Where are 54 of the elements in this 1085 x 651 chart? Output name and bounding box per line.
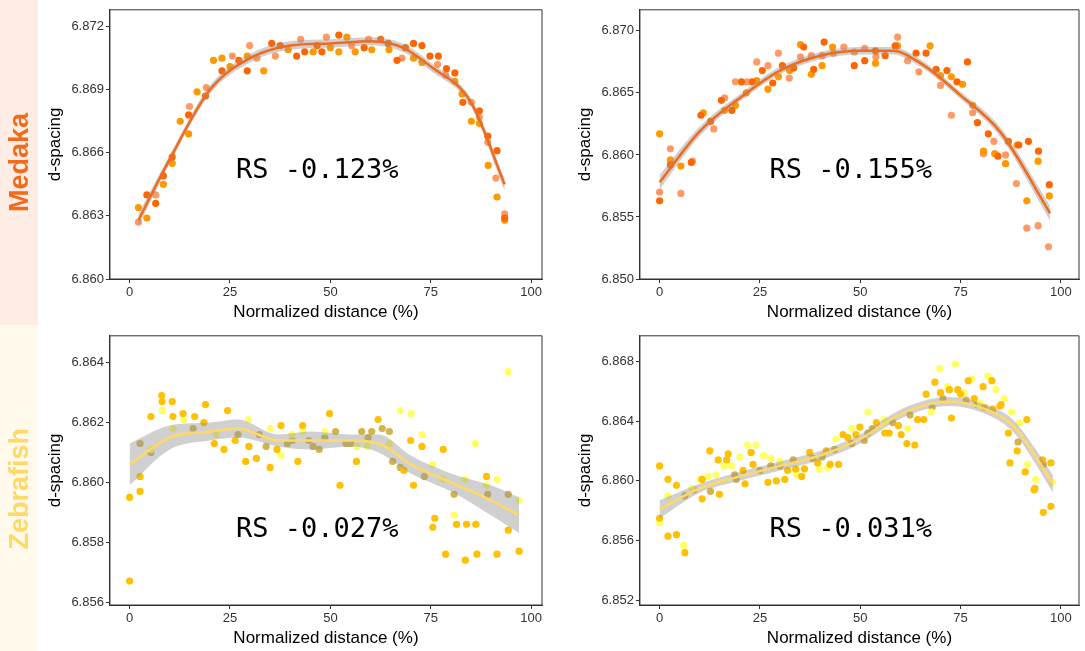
x-tick-label: 50: [853, 610, 868, 626]
row-label-panel: Zebrafish: [0, 326, 38, 651]
y-axis-title: d-spacing: [44, 433, 64, 508]
x-tick-label: 100: [1050, 610, 1072, 626]
y-tick-label: 6.866: [71, 144, 104, 160]
y-tick-label: 6.850: [601, 270, 634, 286]
x-tick-label: 0: [655, 610, 664, 626]
x-axis-title: Normalized distance (%): [233, 628, 419, 648]
annotation: RS -0.123%: [236, 153, 399, 185]
y-tick-label: 6.864: [71, 354, 104, 370]
y-tick-label: 6.870: [601, 22, 634, 38]
y-tick-label: 6.864: [601, 412, 634, 428]
y-tick-label: 6.860: [71, 270, 104, 286]
x-axis-title: Normalized distance (%): [766, 628, 953, 648]
x-tick-label: 100: [520, 284, 543, 300]
x-tick-label: 75: [953, 610, 968, 626]
y-tick-label: 6.868: [601, 352, 634, 368]
y-tick-label: 6.860: [601, 146, 634, 162]
x-tick-label: 100: [520, 610, 543, 626]
annotation: RS -0.155%: [769, 153, 932, 185]
y-tick-label: 6.863: [71, 207, 104, 223]
x-tick-label: 100: [1050, 284, 1072, 300]
y-tick-label: 6.855: [601, 208, 634, 224]
x-tick-label: 75: [423, 284, 438, 300]
x-tick-label: 50: [323, 610, 338, 626]
x-axis-title: Normalized distance (%): [766, 302, 953, 322]
y-tick-label: 6.860: [71, 473, 104, 489]
x-axis-title: Normalized distance (%): [233, 302, 419, 322]
y-axis-title: d-spacing: [574, 107, 594, 182]
x-tick-label: 25: [222, 610, 238, 626]
x-tick-label: 25: [752, 610, 768, 626]
y-tick-label: 6.862: [71, 414, 104, 430]
y-tick-label: 6.858: [71, 533, 104, 549]
y-tick-label: 6.852: [601, 592, 634, 608]
x-tick-label: 0: [125, 610, 134, 626]
y-tick-label: 6.856: [71, 593, 104, 609]
annotation: RS -0.027%: [236, 511, 399, 543]
y-tick-label: 6.872: [71, 18, 104, 34]
annotation: RS -0.031%: [769, 511, 932, 543]
x-tick-label: 0: [655, 284, 664, 300]
y-tick-label: 6.865: [601, 84, 634, 100]
y-tick-label: 6.869: [71, 81, 104, 97]
y-tick-label: 6.860: [601, 472, 634, 488]
x-tick-label: 0: [125, 284, 134, 300]
x-tick-label: 75: [423, 610, 438, 626]
y-tick-label: 6.856: [601, 532, 634, 548]
y-axis-title: d-spacing: [574, 433, 594, 508]
x-tick-label: 75: [953, 284, 968, 300]
y-axis-title: d-spacing: [44, 107, 64, 182]
x-tick-label: 50: [853, 284, 868, 300]
x-tick-label: 50: [323, 284, 338, 300]
row-label-panel: Medaka: [0, 0, 38, 325]
x-tick-label: 25: [222, 284, 238, 300]
x-tick-label: 25: [752, 284, 768, 300]
